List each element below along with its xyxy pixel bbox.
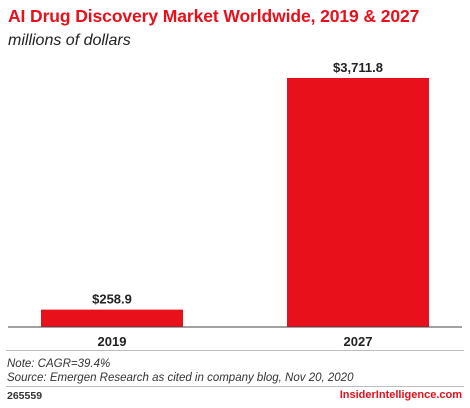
bar-2027 [287,78,429,327]
data-label-2027: $3,711.8 [333,60,383,75]
chart-id: 265559 [7,390,43,402]
note-divider [6,350,464,351]
footer-divider [6,386,464,387]
x-tick-label-2027: 2027 [344,334,373,349]
x-tick-label-2019: 2019 [98,334,127,349]
chart-subtitle: millions of dollars [8,32,131,49]
chart-title: AI Drug Discovery Market Worldwide, 2019… [8,6,420,26]
brand-logo: InsiderIntelligence.com [339,389,462,401]
chart-note: Note: CAGR=39.4% [7,358,111,370]
chart-source: Source: Emergen Research as cited in com… [7,372,354,384]
data-label-2019: $258.9 [92,292,132,307]
bar-2019 [41,309,183,327]
